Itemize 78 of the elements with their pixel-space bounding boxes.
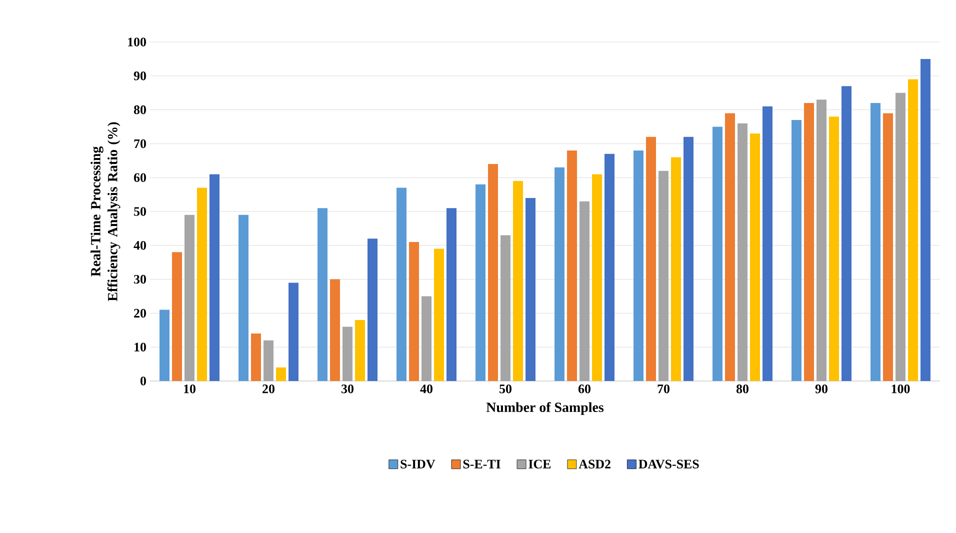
bar xyxy=(330,279,340,381)
bar xyxy=(567,150,577,381)
x-tick-label: 10 xyxy=(184,384,196,394)
bar xyxy=(288,282,298,381)
x-tick-label: 20 xyxy=(262,384,274,394)
y-tick-label: 10 xyxy=(134,342,146,352)
bar xyxy=(409,242,419,381)
y-tick-label: 0 xyxy=(140,376,146,386)
bar xyxy=(500,235,510,381)
x-tick-label: 70 xyxy=(658,384,670,394)
y-tick-label: 30 xyxy=(134,274,146,284)
bar xyxy=(634,150,644,381)
x-tick-label: 90 xyxy=(815,384,828,394)
bar xyxy=(816,100,827,381)
bar xyxy=(804,103,814,381)
bar xyxy=(355,320,365,381)
bar xyxy=(671,157,682,381)
bar xyxy=(842,86,852,381)
bar xyxy=(513,180,523,381)
bar xyxy=(684,136,694,381)
bar xyxy=(238,214,248,381)
bar xyxy=(276,367,286,381)
bar xyxy=(172,252,182,381)
bar xyxy=(160,310,170,381)
bar xyxy=(762,106,773,381)
y-tick-label: 90 xyxy=(134,72,146,80)
bar xyxy=(792,120,802,381)
bar xyxy=(264,340,274,381)
y-tick-label: 80 xyxy=(134,105,146,114)
legend-label: S-IDV xyxy=(400,460,436,469)
legend-label: ICE xyxy=(528,460,551,468)
bar xyxy=(197,188,207,381)
bar xyxy=(870,103,880,381)
bar xyxy=(604,154,615,381)
bar xyxy=(488,164,498,381)
bar xyxy=(554,167,564,381)
bar xyxy=(580,201,590,381)
bar xyxy=(896,92,906,381)
legend-label: S-E-TI xyxy=(463,460,500,468)
bar xyxy=(592,174,602,381)
x-tick-label: 80 xyxy=(736,384,748,394)
x-tick-label: 60 xyxy=(578,384,590,394)
legend-label: ASD2 xyxy=(578,460,610,468)
bar xyxy=(476,184,486,381)
y-tick-label: 50 xyxy=(134,207,146,216)
bar xyxy=(434,248,444,381)
bar xyxy=(210,174,220,381)
bar xyxy=(396,188,406,381)
x-tick-label: 40 xyxy=(420,384,432,394)
bar xyxy=(725,113,735,381)
bar xyxy=(712,126,722,381)
bar xyxy=(318,208,328,381)
bar xyxy=(750,134,760,381)
bar xyxy=(908,79,918,381)
bar xyxy=(422,296,432,381)
bar xyxy=(658,170,668,381)
bar xyxy=(920,58,931,381)
bar xyxy=(646,136,656,381)
bar xyxy=(368,238,378,381)
y-tick-label: 60 xyxy=(134,173,146,182)
y-tick-label: 100 xyxy=(128,38,146,46)
bar xyxy=(184,214,194,381)
bar xyxy=(342,326,352,381)
legend-label: DAVS-SES xyxy=(638,460,699,469)
x-tick-label: 30 xyxy=(342,384,354,394)
bar xyxy=(526,198,536,381)
y-tick-label: 70 xyxy=(134,139,146,148)
x-tick-label: 100 xyxy=(892,384,910,394)
bar xyxy=(883,113,894,381)
bar xyxy=(829,116,840,381)
bar xyxy=(251,334,261,381)
y-axis-title: Real-Time Processing Efficiency Analysis Ratio (%) xyxy=(90,122,120,302)
x-axis-title: Number of Samples xyxy=(486,402,604,415)
x-tick-label: 50 xyxy=(500,384,512,394)
y-tick-label: 40 xyxy=(134,241,146,250)
bar xyxy=(446,208,456,381)
bar xyxy=(738,123,748,381)
y-tick-label: 20 xyxy=(134,308,146,318)
